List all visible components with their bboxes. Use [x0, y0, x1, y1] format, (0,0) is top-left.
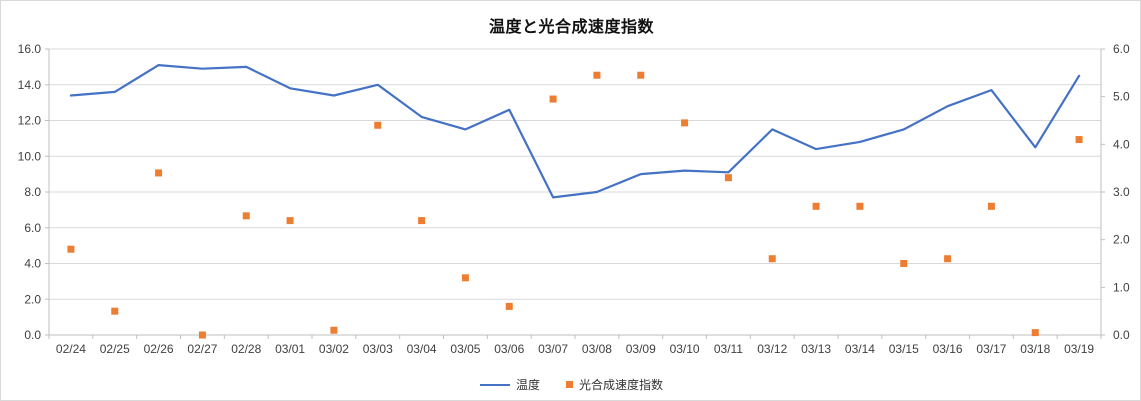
y-axis-left-tick-label: 14.0 — [18, 78, 42, 92]
y-axis-left-tick-label: 12.0 — [18, 114, 42, 128]
photosynthesis-marker — [330, 326, 338, 334]
temperature-line-swatch-icon — [479, 383, 510, 386]
y-axis-right-tick-label: 0.0 — [1113, 328, 1130, 342]
photosynthesis-marker — [1031, 329, 1039, 337]
x-axis-tick-label: 02/27 — [187, 342, 217, 356]
y-axis-left-tick-label: 6.0 — [24, 221, 41, 235]
x-axis-tick-label: 03/14 — [845, 342, 875, 356]
x-axis-tick-label: 03/02 — [319, 342, 349, 356]
photosynthesis-marker — [724, 174, 732, 182]
photosynthesis-marker — [155, 169, 163, 177]
photosynthesis-marker — [944, 255, 952, 263]
photosynthesis-marker — [681, 119, 689, 127]
temperature-line-series — [69, 63, 1081, 199]
x-axis-tick-label: 03/03 — [363, 342, 393, 356]
photosynthesis-marker — [1075, 136, 1083, 144]
x-axis-tick-label: 02/26 — [144, 342, 174, 356]
tick-labels: 0.0 2.0 4.0 6.0 8.0 10.0 12.0 14.0 16.0 0.0 1.0 2.0… — [18, 42, 1130, 356]
photosynthesis-marker — [505, 302, 513, 310]
x-axis-tick-label: 02/25 — [100, 342, 130, 356]
x-axis-tick-label: 03/13 — [801, 342, 831, 356]
photosynthesis-marker — [111, 307, 119, 315]
y-axis-right-tick-label: 4.0 — [1113, 137, 1130, 151]
x-axis-tick-label: 03/06 — [494, 342, 524, 356]
photosynthesis-marker — [418, 217, 426, 225]
x-axis-tick-label: 03/18 — [1020, 342, 1050, 356]
y-axis-right-tick-label: 1.0 — [1113, 280, 1130, 294]
legend-entry-temperature: 温度 — [479, 376, 540, 393]
y-axis-right-tick-label: 5.0 — [1113, 90, 1130, 104]
axes — [45, 48, 1105, 339]
photosynthesis-marker — [812, 202, 820, 210]
x-axis-tick-label: 03/12 — [757, 342, 787, 356]
x-axis-tick-label: 03/17 — [976, 342, 1006, 356]
legend-label-photosynthesis: 光合成速度指数 — [579, 378, 664, 392]
photosynthesis-marker — [987, 202, 995, 210]
chart-legend: 温度 光合成速度指数 — [1, 376, 1140, 393]
y-axis-left-tick-label: 0.0 — [24, 328, 41, 342]
gridlines — [49, 48, 1101, 300]
x-axis-tick-label: 03/05 — [450, 342, 480, 356]
x-axis-tick-label: 03/01 — [275, 342, 305, 356]
x-axis-tick-label: 03/08 — [582, 342, 612, 356]
photosynthesis-marker — [593, 71, 601, 79]
y-axis-right-tick-label: 6.0 — [1113, 42, 1130, 56]
legend-entry-photosynthesis: 光合成速度指数 — [566, 376, 663, 393]
x-axis-tick-label: 03/15 — [889, 342, 919, 356]
photosynthesis-scatter-series — [67, 71, 1083, 339]
photosynthesis-marker — [637, 71, 645, 79]
x-axis-tick-label: 03/09 — [626, 342, 656, 356]
photosynthesis-marker — [67, 245, 75, 253]
y-axis-left-tick-label: 16.0 — [18, 42, 42, 56]
x-axis-tick-label: 03/07 — [538, 342, 568, 356]
y-axis-left-tick-label: 8.0 — [24, 185, 41, 199]
photosynthesis-marker — [549, 95, 557, 103]
photosynthesis-marker — [768, 255, 776, 263]
y-axis-right-tick-label: 3.0 — [1113, 185, 1130, 199]
y-axis-left-tick-label: 4.0 — [24, 257, 41, 271]
y-axis-left-tick-label: 2.0 — [24, 292, 41, 306]
x-axis-tick-label: 02/24 — [56, 342, 86, 356]
x-axis-tick-label: 03/19 — [1064, 342, 1094, 356]
y-axis-right-tick-label: 2.0 — [1113, 233, 1130, 247]
x-axis-tick-label: 03/10 — [670, 342, 700, 356]
x-axis-tick-label: 02/28 — [231, 342, 261, 356]
photosynthesis-marker — [198, 331, 206, 339]
photosynthesis-marker — [856, 202, 864, 210]
legend-label-temperature: 温度 — [515, 378, 540, 392]
photosynthesis-marker — [461, 274, 469, 282]
x-axis-tick-label: 03/11 — [714, 342, 743, 356]
photosynthesis-marker — [374, 121, 382, 129]
chart-title: 温度と光合成速度指数 — [488, 19, 654, 36]
y-axis-left-tick-label: 10.0 — [18, 149, 42, 163]
photosynthesis-marker — [286, 217, 294, 225]
x-axis-tick-label: 03/04 — [407, 342, 437, 356]
photosynthesis-square-swatch-icon — [566, 381, 573, 388]
photosynthesis-marker — [242, 212, 250, 220]
photosynthesis-marker — [900, 260, 908, 267]
x-axis-tick-label: 03/16 — [933, 342, 963, 356]
